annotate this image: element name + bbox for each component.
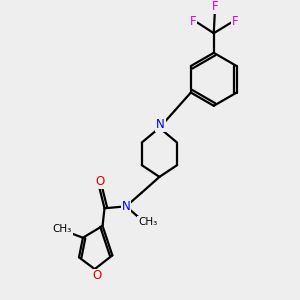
Text: N: N <box>122 200 130 213</box>
Text: F: F <box>232 15 239 28</box>
Text: F: F <box>212 0 218 13</box>
Text: O: O <box>92 269 101 283</box>
Text: CH₃: CH₃ <box>53 224 72 234</box>
Text: O: O <box>95 175 104 188</box>
Text: F: F <box>190 15 196 28</box>
Text: CH₃: CH₃ <box>138 217 157 227</box>
Text: N: N <box>156 118 165 131</box>
